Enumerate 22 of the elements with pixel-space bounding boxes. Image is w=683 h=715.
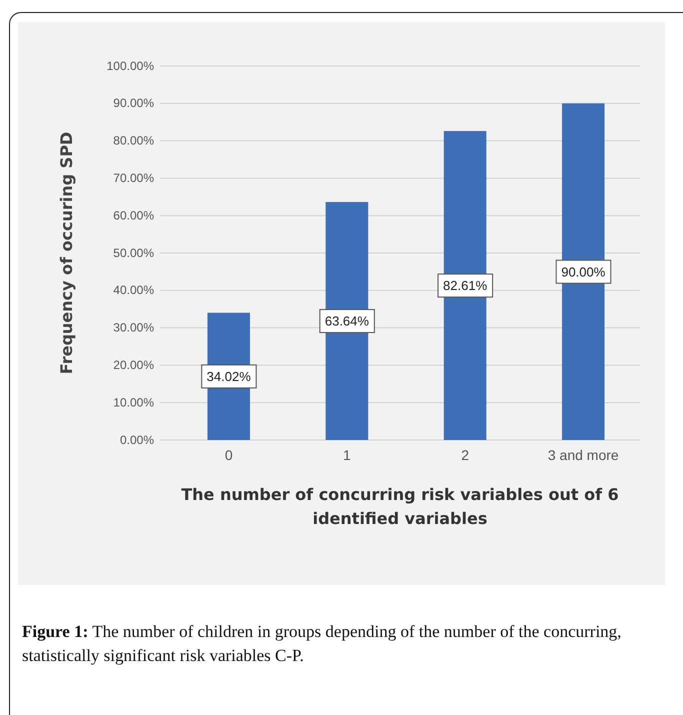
data-label: 34.02%	[206, 368, 252, 384]
x-tick-label: 0	[224, 446, 233, 463]
y-tick-label: 20.00%	[113, 358, 154, 372]
caption: Figure 1: The number of children in groups depending of the number of the concurring, statistically significant risk variables C-P.	[22, 621, 622, 667]
y-axis-title: Frequency of occuring SPD	[57, 132, 76, 374]
x-axis-title: The number of concurring risk variables out of 6 identified variables	[181, 485, 619, 528]
y-tick-label: 60.00%	[113, 208, 154, 222]
data-label: 63.64%	[324, 314, 370, 329]
x-tick-label: 2	[461, 446, 470, 463]
y-tick-label: 50.00%	[113, 246, 154, 260]
y-tick-label: 90.00%	[113, 96, 154, 110]
data-label: 82.61%	[443, 278, 488, 294]
y-tick-label: 70.00%	[113, 171, 154, 186]
y-tick-label: 30.00%	[113, 320, 154, 335]
y-tick-label: 0.00%	[120, 432, 154, 447]
y-tick-label: 40.00%	[113, 283, 154, 298]
y-tick-label: 10.00%	[113, 395, 154, 410]
x-tick-label: 3 and more	[548, 446, 619, 463]
y-tick-label: 100.00%	[106, 58, 154, 73]
x-tick-label: 1	[343, 446, 352, 463]
data-label: 90.00%	[561, 264, 606, 280]
y-tick-label: 80.00%	[113, 134, 154, 148]
